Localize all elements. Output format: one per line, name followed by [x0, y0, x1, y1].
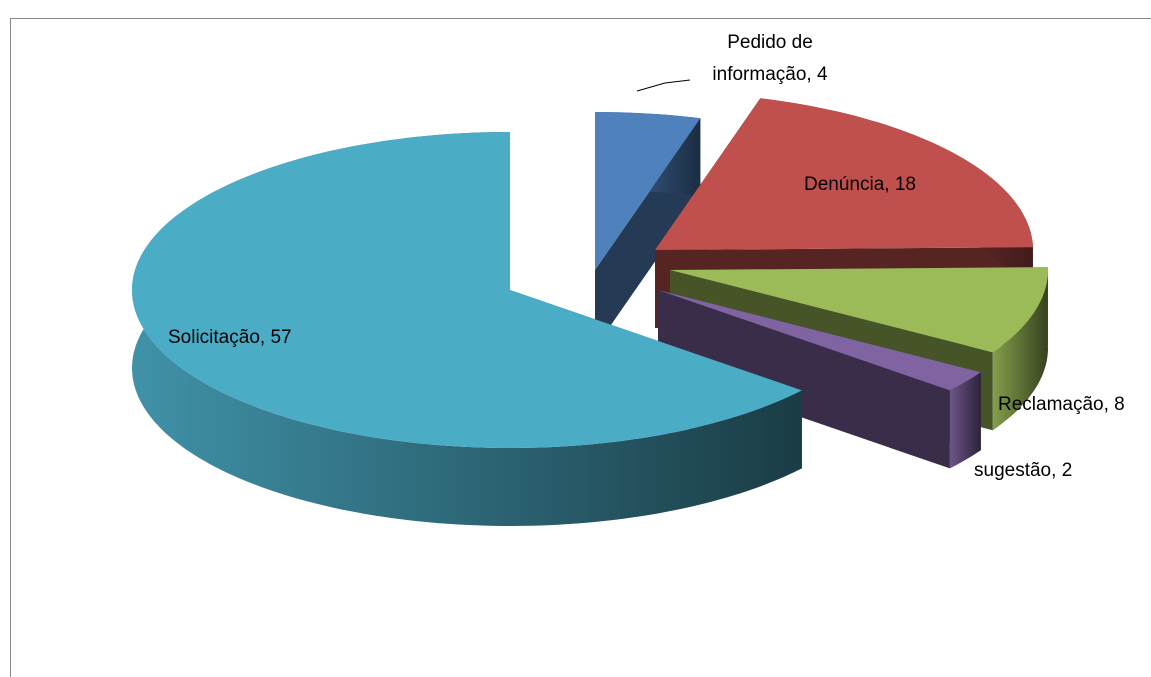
- slice: [670, 267, 1048, 353]
- value: 4: [817, 64, 828, 85]
- value: 8: [1114, 394, 1125, 415]
- slice: [595, 112, 701, 270]
- data-label: Denúncia, 18: [804, 174, 916, 195]
- slice-side: [949, 372, 981, 469]
- category-name: Denúncia: [804, 174, 885, 195]
- slice: [132, 132, 802, 448]
- data-label: Reclamação, 8: [998, 394, 1125, 415]
- slice-side: [992, 267, 1048, 431]
- separator: ,: [1104, 394, 1115, 415]
- slice-wall: [658, 290, 950, 469]
- category-name: sugestão: [974, 460, 1051, 481]
- data-label: Solicitação, 57: [168, 327, 292, 348]
- data-labels: Pedido de informação, 4 Denúncia, 18 Reclam…: [168, 32, 1125, 481]
- slice-tops: [132, 98, 1048, 448]
- leader-line: [636, 79, 691, 92]
- separator: ,: [806, 64, 817, 85]
- value: 18: [895, 174, 916, 195]
- value: 57: [270, 327, 291, 348]
- category-name: Pedido de: [727, 32, 813, 53]
- category-name: Solicitação: [168, 327, 260, 348]
- data-label: sugestão, 2: [974, 460, 1072, 481]
- data-label: Pedido de informação, 4: [712, 32, 828, 85]
- value: 2: [1062, 460, 1073, 481]
- slice: [655, 98, 1033, 250]
- category-name: informação: [712, 64, 806, 85]
- slice: [658, 290, 981, 391]
- separator: ,: [884, 174, 895, 195]
- separator: ,: [1051, 460, 1062, 481]
- category-name: Reclamação: [998, 394, 1104, 415]
- separator: ,: [260, 327, 271, 348]
